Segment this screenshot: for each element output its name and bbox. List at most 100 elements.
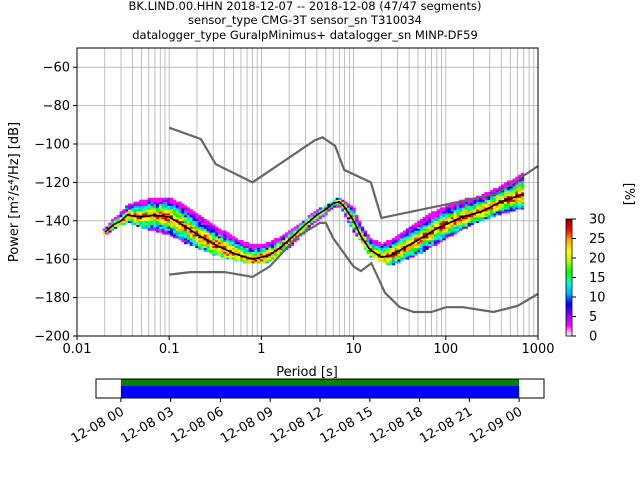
heatmap-bin <box>372 253 376 256</box>
heatmap-bin <box>153 222 157 225</box>
heatmap-bin <box>450 234 454 237</box>
heatmap-bin <box>403 240 407 243</box>
heatmap-bin <box>217 234 221 237</box>
heatmap-bin <box>290 234 294 237</box>
heatmap-bin <box>234 249 238 252</box>
heatmap-bin <box>161 228 165 231</box>
heatmap-bin <box>245 253 250 256</box>
heatmap-bin <box>144 224 149 227</box>
heatmap-bin <box>417 228 421 231</box>
heatmap-bin <box>105 230 109 233</box>
heatmap-bin <box>417 226 421 229</box>
heatmap-bin <box>195 234 199 237</box>
heatmap-bin <box>405 257 410 260</box>
heatmap-bin <box>428 224 432 227</box>
heatmap-bin <box>164 226 168 229</box>
heatmap-bin <box>164 213 168 216</box>
heatmap-bin <box>195 230 199 233</box>
heatmap-bin <box>380 253 384 256</box>
heatmap-bin <box>355 230 359 233</box>
heatmap-bin <box>501 186 505 189</box>
heatmap-bin <box>184 211 188 214</box>
heatmap-bin <box>243 259 247 262</box>
heatmap-bin <box>156 207 160 210</box>
heatmap-bin <box>139 207 143 210</box>
heatmap-bin <box>226 257 230 260</box>
heatmap-bin <box>352 213 356 216</box>
heatmap-bin <box>509 188 513 191</box>
heatmap-bin <box>388 257 393 260</box>
heatmap-bin <box>214 236 219 239</box>
heatmap-bin <box>327 203 331 206</box>
heatmap-bin <box>254 259 258 262</box>
heatmap-bin <box>360 234 365 237</box>
heatmap-bin <box>498 205 502 208</box>
heatmap-bin <box>304 228 308 231</box>
heatmap-bin <box>408 245 412 248</box>
heatmap-bin <box>200 224 205 227</box>
heatmap-bin <box>484 197 488 200</box>
heatmap-bin <box>374 241 379 245</box>
heatmap-bin <box>153 215 157 218</box>
heatmap-bin <box>509 207 513 210</box>
heatmap-bin <box>433 222 438 225</box>
heatmap-bin <box>447 232 452 235</box>
heatmap-bin <box>428 245 432 248</box>
heatmap-bin <box>425 215 429 218</box>
heatmap-bin <box>214 247 219 250</box>
heatmap-bin <box>144 207 149 210</box>
heatmap-bin <box>459 205 463 208</box>
heatmap-bin <box>436 230 440 233</box>
heatmap-bin <box>181 211 185 214</box>
heatmap-bin <box>172 201 177 204</box>
heatmap-bin <box>240 257 244 260</box>
heatmap-bin <box>164 209 168 212</box>
heatmap-bin <box>170 201 174 204</box>
heatmap-bin <box>411 255 415 258</box>
heatmap-bin <box>518 201 522 204</box>
heatmap-bin <box>470 211 474 214</box>
pdf-heatmap <box>102 172 525 266</box>
heatmap-bin <box>490 207 494 210</box>
heatmap-bin <box>501 205 505 208</box>
x-tick-label: 0.01 <box>63 342 92 357</box>
heatmap-bin <box>405 255 410 258</box>
heatmap-bin <box>164 207 168 210</box>
heatmap-bin <box>184 241 188 245</box>
heatmap-bin <box>461 222 466 225</box>
heatmap-bin <box>369 251 373 254</box>
heatmap-bin <box>220 230 224 233</box>
heatmap-bin <box>405 240 410 243</box>
heatmap-bin <box>512 182 516 185</box>
heatmap-bin <box>251 247 255 250</box>
heatmap-bin <box>240 243 244 247</box>
heatmap-bin <box>212 253 216 256</box>
heatmap-bin <box>175 211 179 214</box>
heatmap-bin <box>405 253 410 256</box>
heatmap-bin <box>414 232 418 235</box>
heatmap-bin <box>495 197 499 200</box>
heatmap-bin <box>414 230 418 233</box>
heatmap-bin <box>192 218 196 222</box>
heatmap-bin <box>276 251 280 254</box>
heatmap-bin <box>425 226 429 229</box>
heatmap-bin <box>481 193 485 197</box>
heatmap-bin <box>293 234 297 237</box>
heatmap-bin <box>330 201 334 204</box>
heatmap-bin <box>391 255 396 258</box>
heatmap-bin <box>318 213 323 216</box>
heatmap-bin <box>158 222 163 225</box>
heatmap-bin <box>181 213 185 216</box>
heatmap-bin <box>484 192 488 195</box>
heatmap-bin <box>158 220 163 224</box>
heatmap-bin <box>192 236 196 239</box>
heatmap-bin <box>492 195 497 199</box>
heatmap-bin <box>388 259 393 262</box>
heatmap-bin <box>139 211 143 214</box>
heatmap-bin <box>495 199 499 202</box>
heatmap-bin <box>156 211 160 214</box>
heatmap-bin <box>346 209 351 212</box>
heatmap-bin <box>467 209 471 212</box>
heatmap-bin <box>447 218 452 222</box>
heatmap-bin <box>220 243 224 247</box>
